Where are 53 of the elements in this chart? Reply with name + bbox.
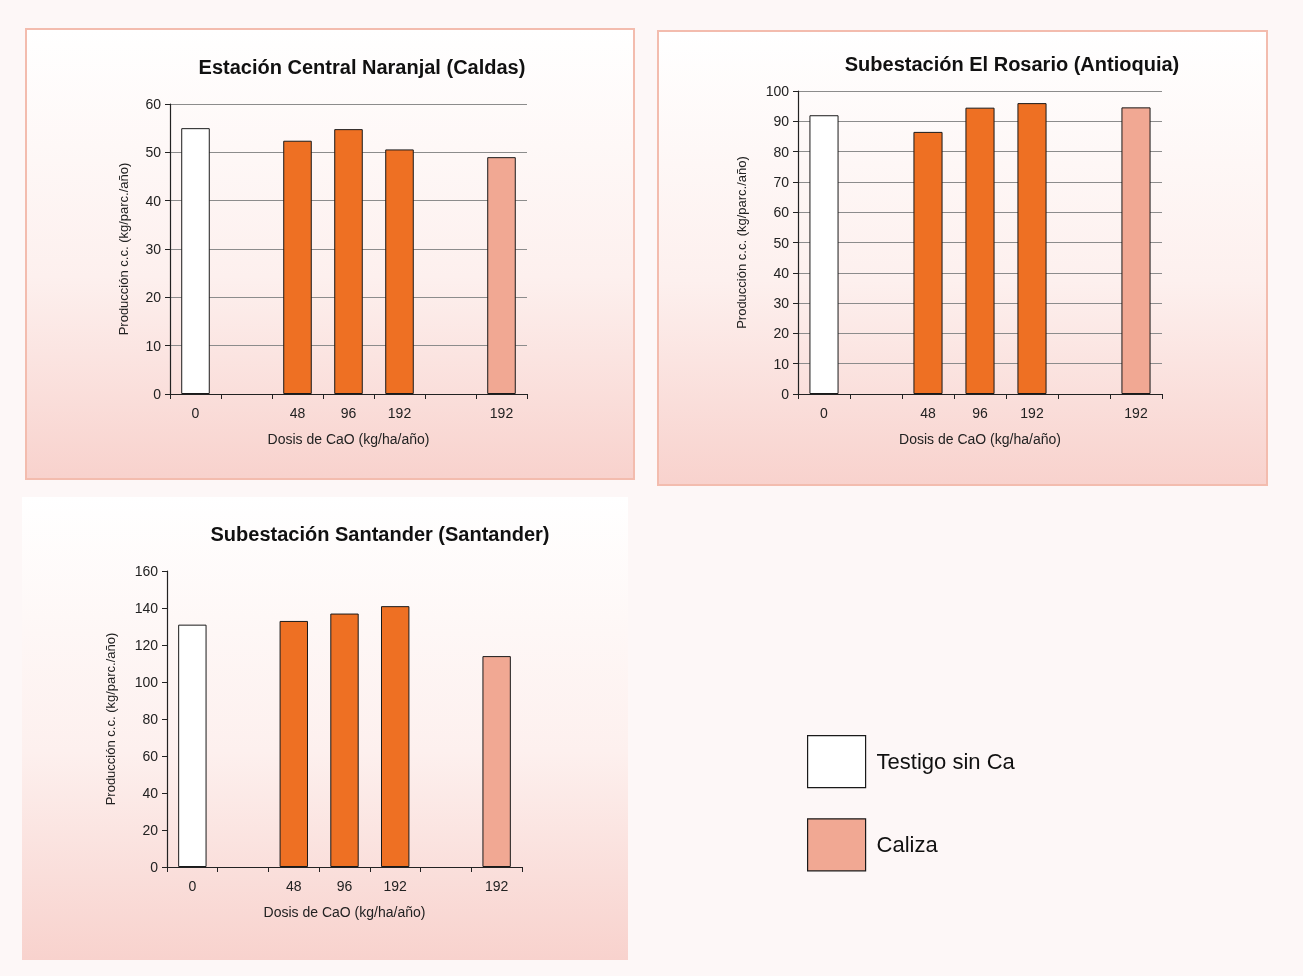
legend-label: Caliza	[876, 832, 939, 858]
y-tick-label: 60	[145, 96, 162, 112]
y-tick-label: 40	[142, 785, 159, 801]
x-tick-label: 0	[191, 405, 200, 421]
y-tick-label: 10	[145, 337, 162, 354]
y-tick-label: 70	[773, 173, 790, 190]
x-axis-title: Dosis de CaO (kg/ha/año)	[899, 431, 1061, 447]
y-tick-label: 0	[150, 859, 159, 875]
x-tick-label: 96	[340, 405, 357, 421]
x-tick-label: 192	[1124, 405, 1148, 421]
y-tick-label: 100	[765, 83, 790, 99]
legend-label: Testigo sin Ca	[876, 749, 1016, 775]
y-axis-title: Producción c.c. (kg/parc./año)	[103, 632, 118, 806]
y-axis-title: Producción c.c. (kg/parc./año)	[734, 156, 749, 329]
y-tick-label: 90	[773, 113, 790, 130]
x-tick-label: 48	[920, 405, 936, 421]
y-tick-label: 20	[145, 289, 162, 306]
y-tick-label: 20	[773, 325, 790, 342]
x-axis-title: Dosis de CaO (kg/ha/año)	[267, 431, 430, 447]
y-tick-label: 160	[134, 563, 159, 579]
x-tick-label: 0	[188, 878, 197, 894]
y-axis-title: Producción c.c. (kg/parc./año)	[116, 162, 131, 336]
x-tick-label: 192	[1020, 405, 1044, 421]
x-tick-label: 192	[387, 405, 412, 421]
x-tick-label: 192	[489, 405, 514, 421]
y-tick-label: 40	[773, 264, 790, 281]
chart-title: Subestación El Rosario (Antioquia)	[844, 53, 1180, 75]
y-tick-label: 30	[773, 295, 790, 312]
y-tick-label: 20	[142, 822, 159, 838]
x-axis-title: Dosis de CaO (kg/ha/año)	[263, 904, 426, 920]
y-tick-label: 120	[134, 637, 159, 653]
x-tick-label: 0	[820, 405, 829, 421]
y-tick-label: 50	[773, 234, 790, 251]
y-tick-label: 60	[773, 204, 790, 221]
y-tick-label: 30	[145, 241, 162, 257]
y-tick-label: 40	[145, 192, 162, 209]
y-tick-label: 80	[142, 711, 159, 727]
y-tick-label: 10	[773, 355, 790, 372]
x-tick-label: 96	[972, 405, 988, 421]
x-tick-label: 96	[336, 878, 353, 894]
chart-title: Estación Central Naranjal (Caldas)	[198, 56, 526, 78]
y-tick-label: 0	[781, 386, 790, 402]
y-tick-label: 0	[153, 386, 162, 402]
x-tick-label: 192	[383, 878, 408, 894]
chart-title: Subestación Santander (Santander)	[210, 523, 550, 545]
y-tick-label: 50	[145, 144, 162, 161]
y-tick-label: 140	[134, 600, 159, 616]
x-tick-label: 192	[484, 878, 509, 894]
y-tick-label: 100	[134, 674, 159, 690]
x-tick-label: 48	[289, 405, 306, 421]
y-tick-label: 60	[142, 748, 159, 764]
x-tick-label: 48	[286, 878, 302, 894]
y-tick-label: 80	[773, 143, 790, 160]
